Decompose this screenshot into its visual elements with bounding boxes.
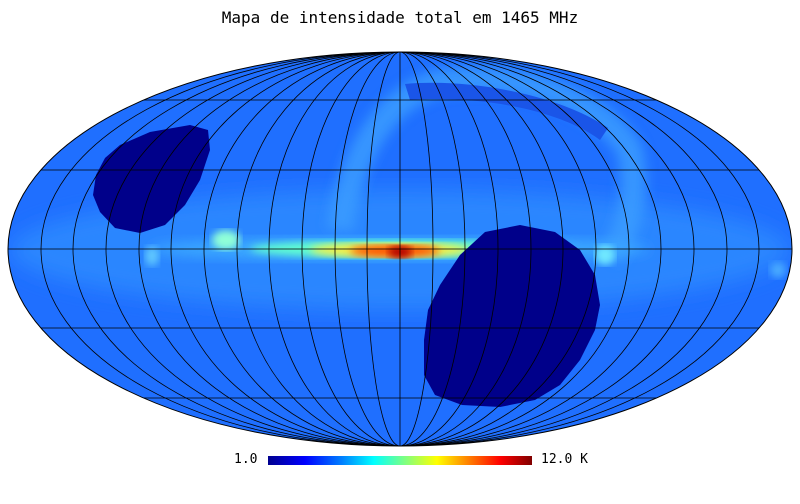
colorbar-min-label: 1.0 [234, 452, 258, 467]
map-content [8, 52, 792, 446]
meridian-90 [203, 52, 597, 446]
hotspot-east [595, 245, 615, 265]
meridian-60 [268, 52, 532, 446]
hotspot-west [145, 246, 159, 266]
map-title: Mapa de intensidade total em 1465 MHz [221, 8, 579, 27]
meridian-15 [366, 52, 434, 446]
polar-spur-shadow [405, 82, 608, 140]
meridian-45 [301, 52, 499, 446]
map-outline [7, 51, 793, 447]
masked-region-north [93, 125, 210, 233]
meridian-30 [334, 52, 466, 446]
masked-region-south [424, 225, 600, 407]
meridians [40, 52, 760, 446]
hotspot-far-east [770, 262, 786, 278]
colorbar-max-label: 12.0 K [541, 452, 588, 467]
meridian-135 [105, 52, 695, 446]
colorbar [268, 456, 532, 465]
meridian-120 [138, 52, 662, 446]
hotspot-cygnus [212, 230, 240, 250]
north-polar-spur [327, 66, 647, 265]
meridian-105 [170, 52, 630, 446]
meridian-75 [236, 52, 564, 446]
meridian-165 [40, 52, 760, 446]
meridian-150 [72, 52, 728, 446]
